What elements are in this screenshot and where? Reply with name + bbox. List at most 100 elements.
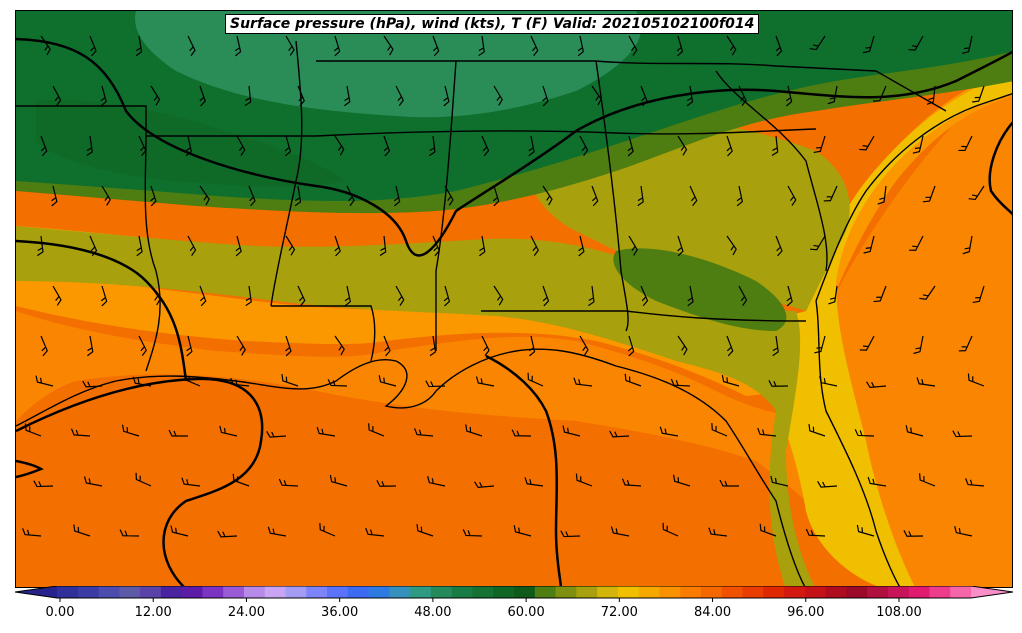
wind-barb	[968, 185, 985, 201]
colorbar-segment	[867, 586, 889, 598]
wind-barb	[248, 185, 256, 207]
wind-barb	[775, 235, 783, 257]
wind-barb	[100, 85, 107, 107]
wind-barb	[814, 335, 826, 354]
wind-barb	[640, 85, 648, 107]
state-border-ar-west	[144, 135, 161, 372]
wind-barb	[577, 35, 584, 57]
wind-barb	[768, 380, 789, 387]
wind-barb	[87, 335, 94, 357]
wind-barb	[245, 285, 252, 307]
wind-barb	[908, 35, 924, 51]
colorbar-segment	[389, 586, 411, 598]
wind-barb	[425, 380, 446, 388]
wind-barb	[138, 335, 147, 357]
wind-barb	[823, 185, 838, 202]
wind-barb	[627, 335, 635, 357]
isobar-gulf-east	[485, 354, 563, 587]
wind-barb	[916, 377, 936, 387]
wind-barb	[40, 135, 48, 157]
wind-barb	[383, 35, 394, 56]
colorbar-segment	[57, 586, 79, 598]
wind-barb	[787, 185, 797, 206]
wind-barb	[478, 35, 485, 57]
wind-barb	[591, 185, 599, 207]
state-border-ga-sc	[715, 70, 828, 272]
colorbar-segment	[202, 586, 224, 598]
colorbar-segment	[368, 586, 390, 598]
colorbar-segment	[493, 586, 515, 598]
wind-barb	[909, 235, 924, 251]
colorbar-segment	[347, 586, 370, 598]
wind-barb	[513, 525, 532, 537]
wind-barb	[444, 185, 454, 206]
wind-barb	[808, 424, 826, 437]
wind-barb	[511, 429, 532, 437]
wind-barb	[368, 423, 385, 437]
wind-barb	[37, 235, 44, 257]
colorbar-tick-label: 60.00	[507, 605, 545, 620]
colorbar-segment	[887, 586, 910, 598]
wind-barb	[119, 529, 140, 537]
wind-barb	[395, 85, 404, 107]
wind-barb	[236, 135, 246, 156]
colorbar-tick-label: 96.00	[787, 605, 825, 620]
wind-barb	[51, 185, 58, 207]
colorbar	[14, 586, 1014, 602]
wind-barb	[285, 335, 292, 357]
wind-barb	[278, 478, 299, 487]
wind-barb	[919, 473, 936, 487]
wind-barb	[579, 135, 589, 156]
wind-barb	[952, 430, 973, 438]
wind-barb	[492, 185, 500, 207]
wind-barb	[329, 474, 348, 487]
wind-barb	[621, 478, 642, 487]
wind-barb	[672, 474, 691, 487]
wind-barb	[967, 373, 985, 387]
wind-barb	[527, 372, 544, 387]
wind-barb	[542, 85, 549, 107]
colorbar-outline	[14, 586, 1014, 599]
wind-barb	[236, 335, 246, 356]
wind-barb	[22, 528, 42, 537]
wind-barb	[199, 85, 206, 107]
wind-barb	[859, 335, 875, 351]
wind-barb	[972, 85, 985, 103]
wind-barb	[854, 429, 875, 437]
isobar-gulf-loop	[16, 377, 264, 587]
wind-barb	[662, 522, 679, 537]
wind-barb	[429, 135, 436, 157]
wind-barb	[962, 235, 973, 255]
map-panel	[15, 10, 1013, 588]
isobar-atlantic	[988, 121, 1012, 216]
wind-barb	[235, 235, 242, 257]
wind-barb	[73, 524, 91, 537]
wind-barb	[530, 35, 539, 57]
wind-barb	[316, 426, 336, 437]
colorbar-segment	[243, 586, 266, 598]
colorbar-segment	[929, 586, 951, 598]
wind-barb	[687, 285, 694, 307]
wind-barb	[219, 425, 238, 437]
wind-barb	[327, 379, 348, 387]
wind-barb	[708, 527, 728, 537]
wind-barb	[432, 235, 440, 257]
wind-barb	[285, 35, 295, 56]
wind-barb	[184, 373, 201, 387]
wind-barb	[70, 428, 91, 437]
colorbar-segment	[119, 586, 141, 598]
wind-barb	[284, 135, 292, 157]
colorbar-segment	[285, 586, 307, 598]
wind-barb	[711, 423, 728, 437]
colorbar-tick-label: 24.00	[227, 605, 266, 620]
wind-barb	[610, 526, 630, 537]
wind-barb	[319, 523, 336, 537]
colorbar-tick-label: 84.00	[693, 605, 732, 620]
wind-barb	[285, 235, 296, 256]
colorbar-segment	[784, 586, 806, 598]
wind-barb	[334, 135, 345, 156]
wind-barb	[775, 35, 783, 57]
temperature-field-yellow	[16, 71, 1012, 587]
wind-barb	[958, 135, 973, 152]
wind-barb	[443, 85, 450, 107]
